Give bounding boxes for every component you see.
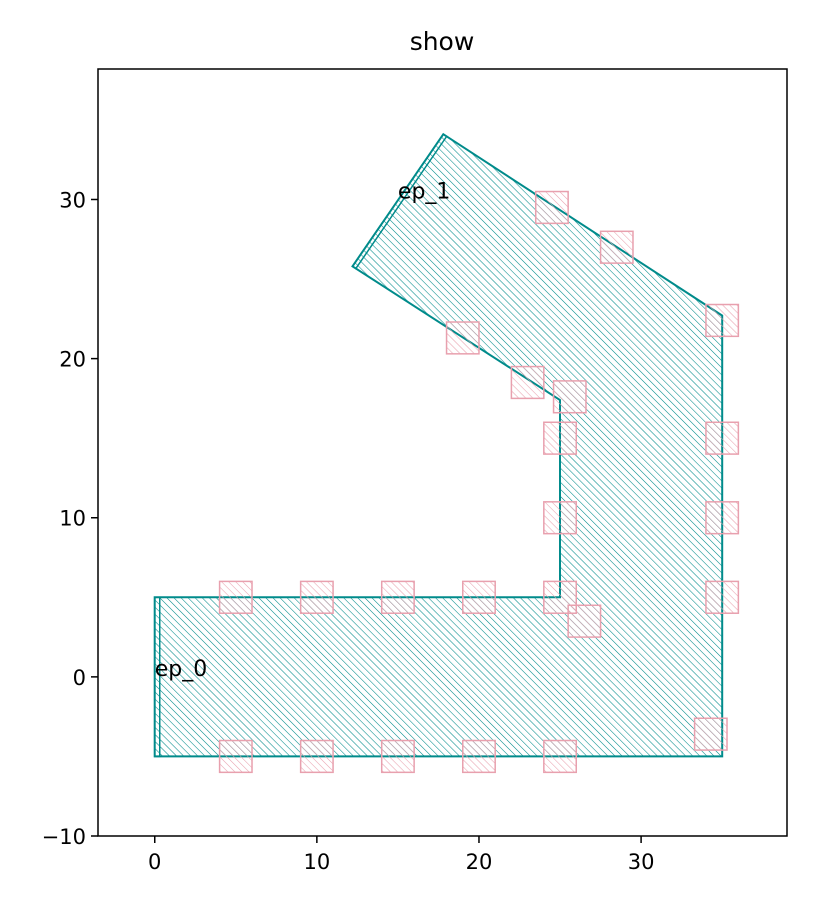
marker-square bbox=[380, 580, 415, 614]
y-tick-label: 30 bbox=[59, 188, 86, 212]
marker-square bbox=[462, 580, 496, 614]
x-tick-label: 20 bbox=[466, 850, 493, 874]
marker-square bbox=[599, 230, 634, 264]
x-tick-label: 0 bbox=[148, 850, 161, 874]
path-polygon bbox=[153, 132, 724, 758]
marker-square bbox=[705, 580, 740, 614]
x-tick-label: 10 bbox=[303, 850, 330, 874]
marker-square bbox=[705, 303, 740, 338]
x-tick-label: 30 bbox=[628, 850, 655, 874]
marker-square bbox=[543, 739, 577, 774]
marker-square bbox=[299, 739, 334, 774]
marker-square bbox=[552, 380, 587, 414]
axes-frame bbox=[97, 68, 788, 837]
marker-square bbox=[299, 580, 334, 614]
end-edge bbox=[351, 133, 448, 270]
marker-square bbox=[693, 717, 728, 751]
y-tick-label: 20 bbox=[59, 348, 86, 372]
marker-square bbox=[510, 365, 545, 400]
marker-square bbox=[705, 501, 740, 535]
marker-square bbox=[218, 739, 253, 774]
annotation-label: ep_0 bbox=[155, 657, 208, 682]
y-axis: −10 0 10 20 30 bbox=[42, 188, 98, 849]
marker-square bbox=[218, 580, 253, 614]
y-tick-label: 0 bbox=[73, 666, 86, 690]
plot-area: ep_0 ep_1 bbox=[153, 132, 740, 774]
marker-square bbox=[543, 421, 577, 455]
chart-title: show bbox=[410, 27, 475, 56]
marker-square bbox=[543, 501, 577, 535]
marker-square bbox=[462, 739, 496, 774]
marker-square bbox=[705, 421, 740, 455]
x-axis: 0 10 20 30 bbox=[148, 836, 654, 874]
annotation-label: ep_1 bbox=[398, 179, 451, 204]
marker-square bbox=[567, 604, 602, 638]
y-tick-label: −10 bbox=[42, 825, 86, 849]
start-edge bbox=[153, 596, 161, 758]
marker-square bbox=[380, 739, 415, 774]
y-tick-label: 10 bbox=[59, 507, 86, 531]
marker-square bbox=[534, 190, 569, 225]
marker-square bbox=[445, 321, 480, 355]
